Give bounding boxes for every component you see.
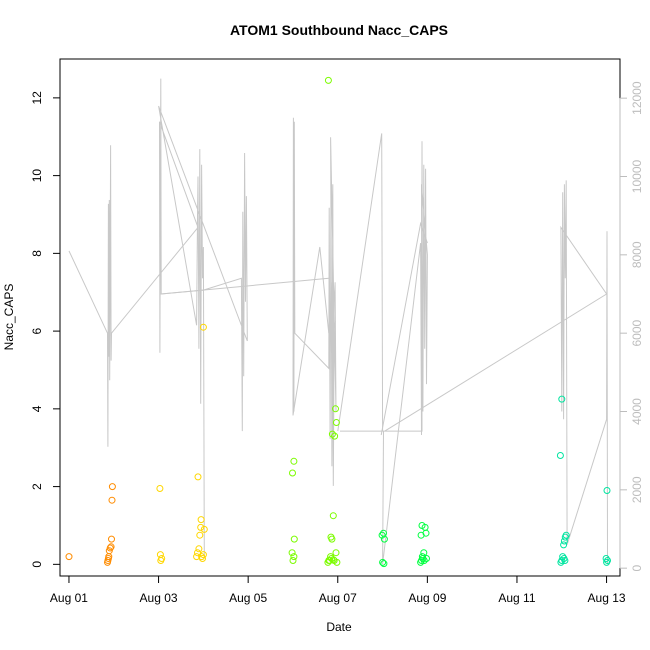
data-point (290, 535, 298, 543)
series-line (337, 133, 428, 565)
data-point (328, 535, 336, 543)
data-point (380, 560, 388, 568)
data-point (332, 549, 340, 557)
data-point (197, 523, 205, 531)
series-line (292, 117, 337, 486)
data-point (199, 551, 207, 559)
y-right-tick-label: 10000 (630, 159, 644, 193)
data-point (558, 557, 566, 564)
data-point (106, 544, 114, 552)
data-point (328, 430, 336, 438)
data-point (326, 557, 334, 564)
data-point (604, 557, 611, 564)
series-line (292, 246, 330, 416)
data-point (422, 529, 430, 537)
x-tick-label: Aug 11 (498, 591, 535, 605)
data-point (558, 395, 566, 403)
y-right-tick-label: 4000 (630, 398, 644, 425)
data-point (328, 555, 335, 562)
y-axis-label: Nacc_CAPS (2, 284, 16, 351)
data-point (289, 557, 297, 564)
y-right-tick-label: 0 (630, 565, 644, 572)
data-point (562, 531, 570, 539)
data-point (332, 405, 339, 413)
data-point (423, 555, 430, 562)
x-tick-label: Aug 09 (408, 591, 446, 605)
data-point (329, 512, 337, 520)
series-line (160, 277, 329, 295)
series-line (68, 78, 248, 557)
data-point (156, 485, 164, 492)
y-right-tick-label: 2000 (630, 476, 644, 503)
series-points (65, 76, 611, 568)
y-tick-label: 6 (30, 327, 44, 334)
data-point (196, 531, 204, 539)
y-tick-label: 12 (30, 91, 44, 105)
data-point (199, 555, 206, 562)
x-axis: Aug 01 Aug 03 Aug 05 Aug 07 Aug 09 Aug 11 Aug … (50, 575, 626, 605)
data-point (107, 543, 115, 551)
data-point (380, 529, 387, 537)
chart-title: ATOM1 Southbound Nacc_CAPS (230, 22, 448, 38)
data-point (331, 432, 339, 440)
y-right-tick-label: 6000 (630, 319, 644, 346)
data-point (560, 541, 568, 549)
data-point (332, 419, 340, 426)
x-tick-label: Aug 03 (140, 591, 178, 605)
y-tick-label: 4 (30, 405, 44, 412)
data-point (65, 553, 73, 561)
y-tick-label: 2 (30, 483, 44, 490)
x-tick-label: Aug 05 (229, 591, 267, 605)
data-point (289, 469, 296, 477)
data-point (200, 525, 208, 533)
data-point (602, 555, 610, 562)
data-point (556, 452, 564, 459)
data-point (379, 558, 387, 566)
y-tick-label: 8 (30, 250, 44, 257)
data-point (108, 496, 116, 504)
series-line (380, 221, 428, 436)
data-point (380, 535, 388, 543)
data-point (156, 551, 164, 559)
data-point (288, 549, 296, 557)
data-point (420, 549, 428, 557)
data-point (378, 531, 386, 539)
data-point (418, 553, 426, 561)
data-point (290, 457, 298, 465)
data-point (199, 323, 207, 331)
data-point (194, 473, 202, 481)
series-lines (68, 78, 608, 565)
data-point (559, 553, 567, 561)
y-axis-right: 0 2000 4000 6000 8000 10000 12000 (619, 81, 644, 572)
y-tick-label: 10 (30, 169, 44, 183)
data-point (324, 76, 332, 84)
data-point (290, 553, 298, 561)
data-point (561, 557, 569, 564)
x-axis-label: Date (326, 620, 352, 634)
x-tick-label: Aug 07 (319, 591, 357, 605)
data-point (108, 535, 115, 543)
data-point (158, 555, 166, 562)
y-axis-left: 0 2 4 6 8 10 12 (30, 91, 61, 568)
y-right-tick-label: 12000 (630, 81, 644, 115)
y-right-tick-label: 8000 (630, 241, 644, 268)
y-tick-label: 0 (30, 561, 44, 568)
data-point (420, 557, 428, 564)
data-point (329, 556, 337, 564)
data-point (603, 487, 611, 494)
series-line (384, 180, 608, 565)
data-point (108, 483, 116, 491)
plot-frame (59, 58, 621, 577)
data-point (195, 545, 203, 553)
x-tick-label: Aug 13 (588, 591, 626, 605)
data-point (197, 516, 205, 524)
x-tick-label: Aug 01 (50, 591, 88, 605)
